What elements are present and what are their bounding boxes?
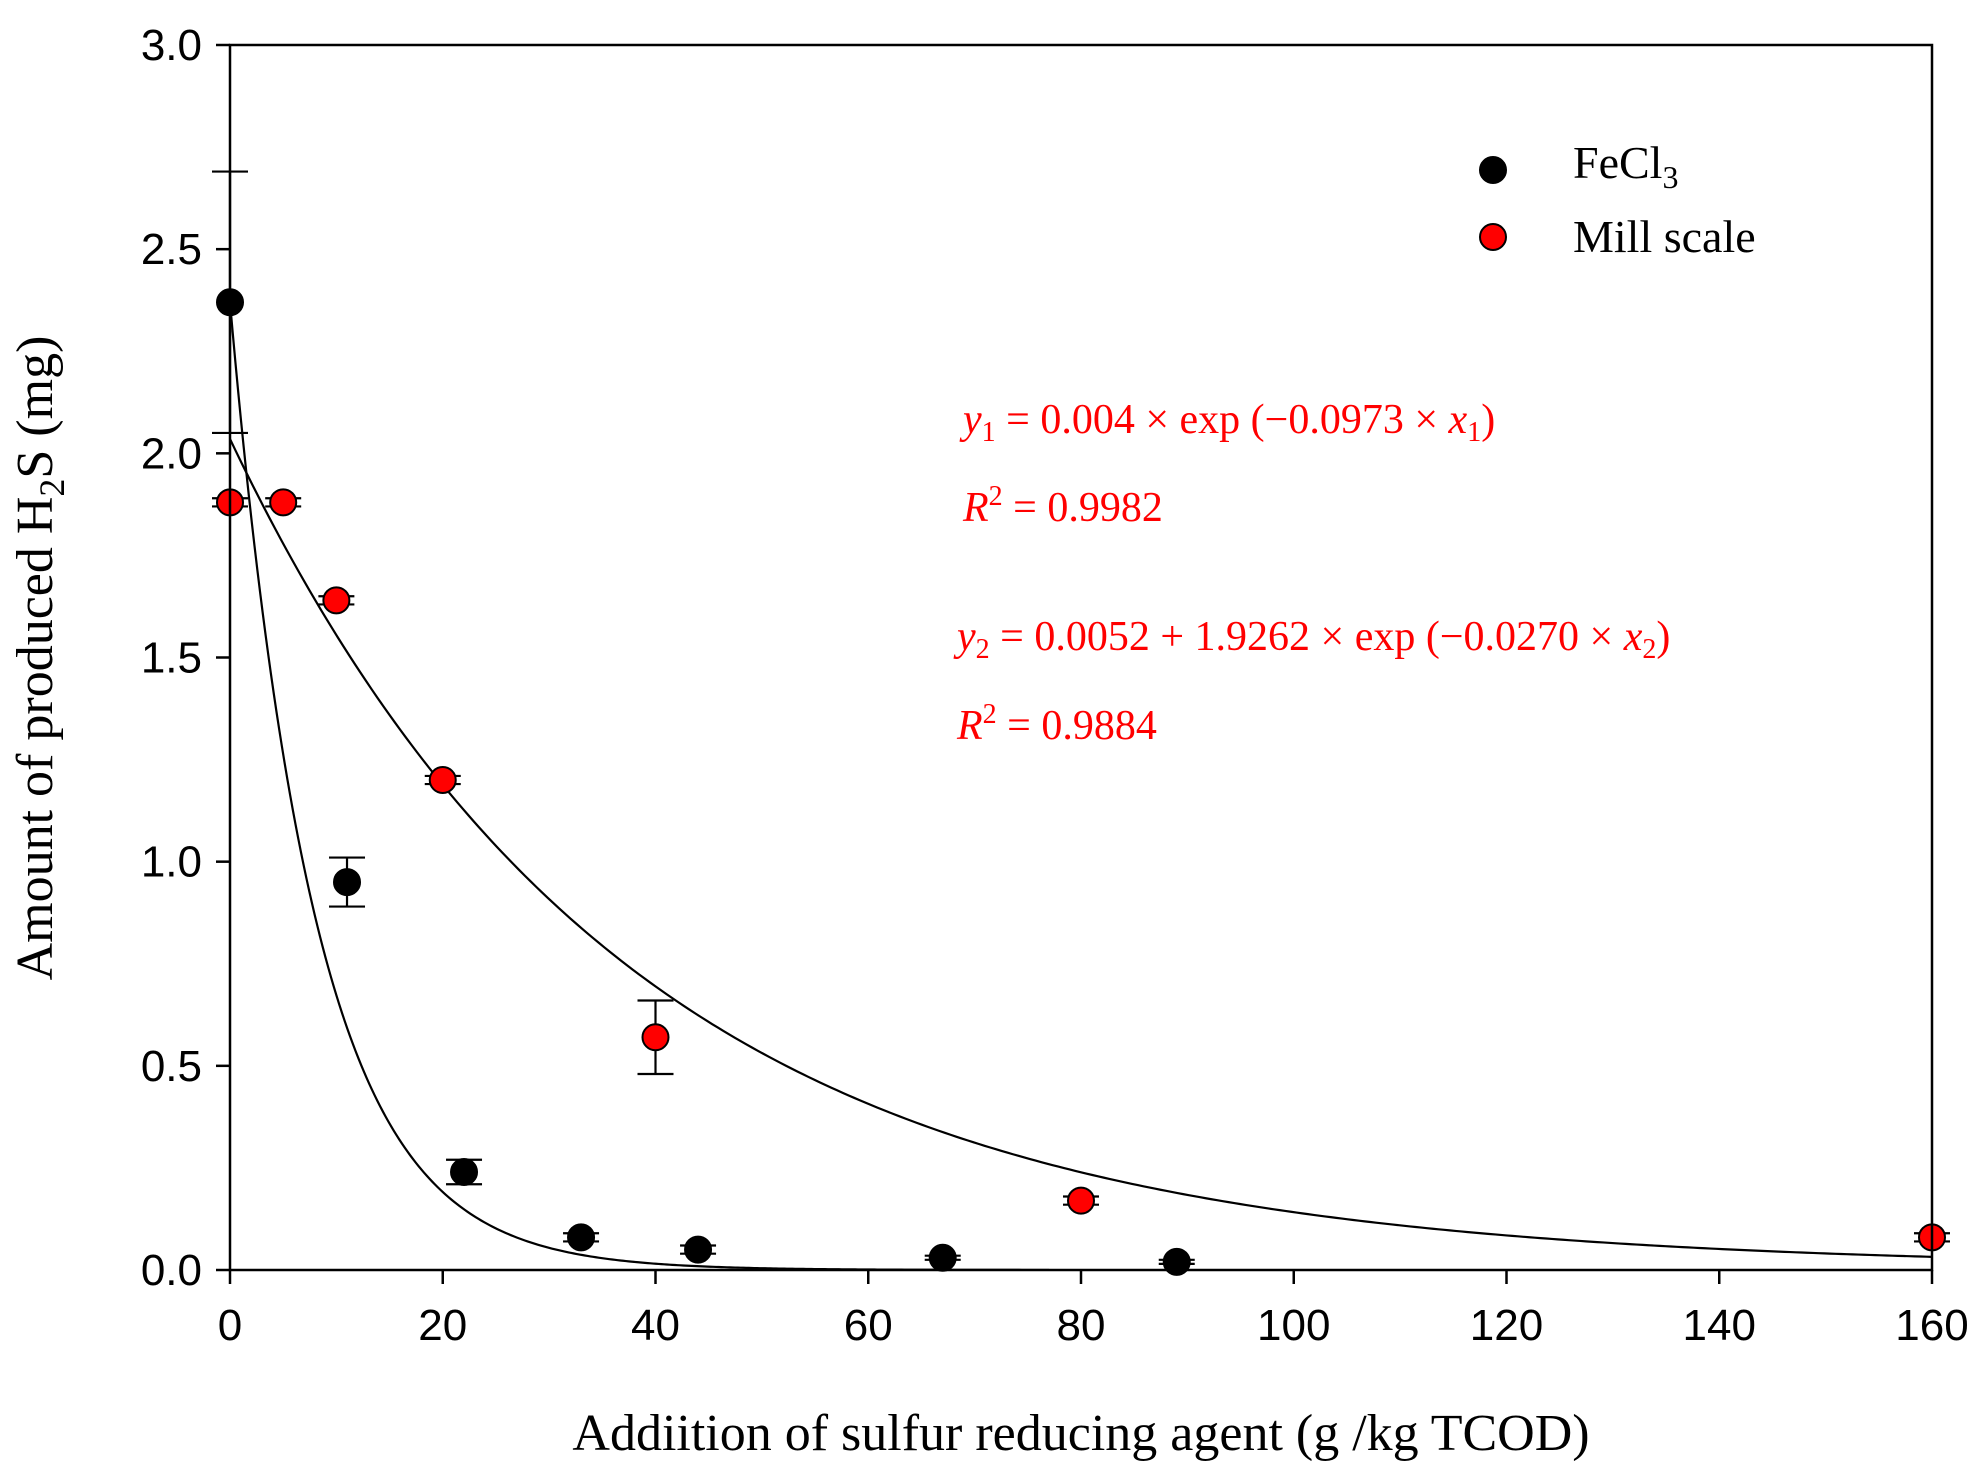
x-axis-title: Addiition of sulfur reducing agent (g /k…: [572, 1405, 1589, 1462]
y-tick-label: 0.5: [141, 1042, 202, 1091]
r2-1-label: R: [962, 485, 989, 531]
y-tick-label: 1.0: [141, 838, 202, 887]
fit-curve-fecl3: [228, 302, 1050, 1272]
y-axis: 0.0 0.5 1.0 1.5 2.0 2.5 3.0: [141, 21, 230, 1295]
equation-2: y2 = 0.0052 + 1.9262 × exp (−0.0270 × x2…: [953, 614, 1670, 665]
annotations: y1 = 0.004 × exp (−0.0973 × x1) R2 = 0.9…: [953, 397, 1670, 749]
data-point-fecl3: [450, 1158, 479, 1186]
data-point-mill-scale: [1067, 1186, 1095, 1215]
x-tick-label: 100: [1257, 1301, 1330, 1350]
eq2-lhs-sub: 2: [976, 634, 990, 665]
x-axis: 0 20 40 60 80 100 120 140 160: [218, 1270, 1969, 1350]
data-point-fecl3: [928, 1243, 957, 1272]
x-tick-label: 160: [1895, 1301, 1968, 1350]
data-point-fecl3: [1162, 1247, 1191, 1276]
legend-label-fecl3-base: FeCl: [1573, 137, 1662, 188]
r2-1-sup: 2: [989, 481, 1003, 512]
eq2-var-sub: 2: [1642, 634, 1656, 665]
x-tick-label: 0: [218, 1301, 242, 1350]
legend-marker-mill-scale: [1479, 223, 1507, 251]
eq2-body: = 0.0052 + 1.9262 × exp (−0.0270 ×: [990, 614, 1624, 660]
y-axis-title-before: Amount of produced H: [7, 497, 64, 981]
eq1-lhs: y: [959, 397, 982, 443]
eq1-body: = 0.004 × exp (−0.0973 ×: [996, 397, 1449, 443]
r2-2: R2 = 0.9884: [956, 699, 1157, 749]
y-axis-title-after: S (mg): [7, 336, 64, 479]
data-point-mill-scale: [269, 488, 298, 517]
y-tick-label: 1.5: [141, 634, 202, 683]
data-point-mill-scale: [322, 586, 351, 615]
r2-1: R2 = 0.9982: [962, 481, 1163, 531]
x-tick-label: 20: [418, 1301, 467, 1350]
y-tick-label: 2.5: [141, 225, 202, 274]
legend-marker-fecl3: [1479, 156, 1507, 184]
data-point-mill-scale: [428, 766, 457, 794]
y-tick-label: 3.0: [141, 21, 202, 70]
x-tick-label: 140: [1683, 1301, 1756, 1350]
r2-1-value: = 0.9982: [1003, 485, 1163, 531]
x-tick-label: 120: [1470, 1301, 1543, 1350]
eq2-lhs: y: [953, 614, 976, 660]
fit-curves: [228, 302, 1933, 1272]
eq2-close: ): [1656, 614, 1670, 660]
y-axis-title: Amount of produced H2S (mg): [7, 336, 72, 981]
data-point-mill-scale: [641, 1023, 670, 1052]
x-tick-label: 60: [844, 1301, 893, 1350]
r2-2-label: R: [956, 703, 983, 749]
data-point-fecl3: [567, 1223, 596, 1252]
y-axis-title-subscript: 2: [32, 479, 72, 497]
x-tick-label: 40: [631, 1301, 680, 1350]
r2-2-sup: 2: [983, 699, 997, 730]
y-tick-label: 2.0: [141, 429, 202, 478]
r2-2-value: = 0.9884: [997, 703, 1157, 749]
y-tick-label: 0.0: [141, 1246, 202, 1295]
fit-curve-mill-scale: [229, 438, 1933, 1258]
data-point-fecl3: [684, 1235, 713, 1264]
legend-label-fecl3-sub: 3: [1662, 159, 1678, 195]
eq1-var: x: [1448, 397, 1468, 443]
eq1-close: ): [1481, 397, 1495, 443]
data-point-fecl3: [333, 868, 362, 897]
eq1-lhs-sub: 1: [982, 417, 996, 448]
legend-label-mill-scale: Mill scale: [1573, 211, 1756, 262]
legend-label-fecl3: FeCl3: [1573, 137, 1678, 195]
eq2-var: x: [1623, 614, 1643, 660]
eq1-var-sub: 1: [1467, 417, 1481, 448]
x-tick-label: 80: [1057, 1301, 1106, 1350]
equation-1: y1 = 0.004 × exp (−0.0973 × x1): [959, 397, 1495, 448]
legend: FeCl3 Mill scale: [1479, 137, 1756, 262]
